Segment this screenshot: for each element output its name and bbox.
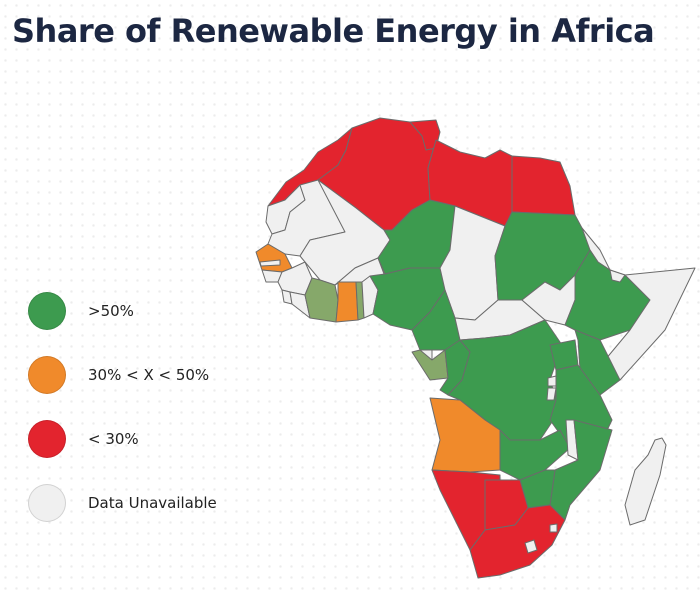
legend-item-mid: 30% < X < 50% [28,356,217,394]
legend-swatch-na [28,484,66,522]
country-cote-divoire[interactable] [304,277,339,323]
country-djibouti[interactable] [609,269,626,283]
legend-item-high: >50% [28,292,217,330]
map-title: Share of Renewable Energy in Africa [12,12,655,50]
legend-swatch-low [28,420,66,458]
country-egypt[interactable] [511,155,576,216]
legend-label-mid: 30% < X < 50% [88,366,210,384]
country-south-africa[interactable] [469,504,566,579]
country-rwanda[interactable] [547,375,557,387]
country-burundi[interactable] [546,387,557,401]
legend: >50% 30% < X < 50% < 30% Data Unavailabl… [28,292,217,548]
legend-swatch-mid [28,356,66,394]
legend-swatch-high [28,292,66,330]
country-ghana[interactable] [335,281,359,323]
country-lesotho[interactable] [524,539,538,554]
legend-item-na: Data Unavailable [28,484,217,522]
country-madagascar[interactable] [624,437,667,526]
legend-label-high: >50% [88,302,134,320]
legend-item-low: < 30% [28,420,217,458]
legend-label-low: < 30% [88,430,139,448]
legend-label-na: Data Unavailable [88,494,217,512]
country-gambia[interactable] [259,259,281,267]
country-eswatini[interactable] [549,523,558,533]
